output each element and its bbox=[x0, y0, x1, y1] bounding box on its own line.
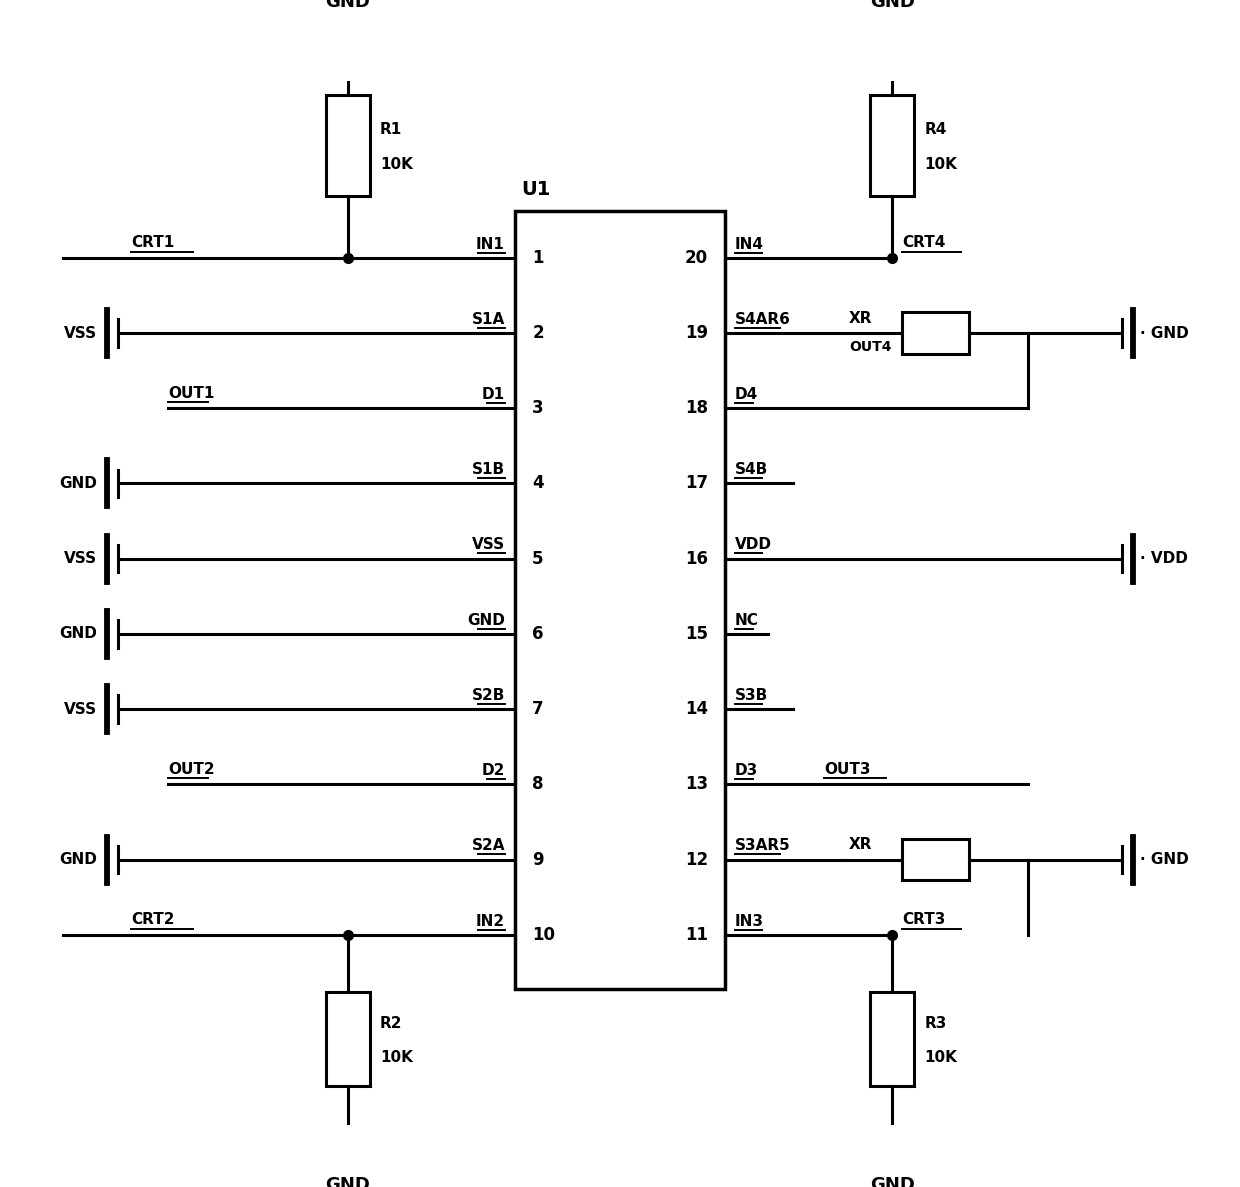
Text: IN4: IN4 bbox=[735, 236, 764, 252]
Text: 7: 7 bbox=[532, 700, 544, 718]
Text: 17: 17 bbox=[684, 475, 708, 493]
Text: 5: 5 bbox=[532, 550, 543, 567]
Bar bbox=[901, 312, 968, 354]
Text: R2: R2 bbox=[379, 1016, 403, 1030]
Text: U1: U1 bbox=[521, 179, 551, 198]
Text: 18: 18 bbox=[684, 399, 708, 418]
Text: 10K: 10K bbox=[379, 157, 413, 172]
Text: S2A: S2A bbox=[471, 838, 505, 853]
Text: CRT3: CRT3 bbox=[901, 913, 945, 927]
Bar bbox=[870, 95, 914, 196]
Text: · GND: · GND bbox=[1140, 325, 1188, 341]
Text: 20: 20 bbox=[684, 249, 708, 267]
Text: 4: 4 bbox=[532, 475, 544, 493]
Text: S3AR5: S3AR5 bbox=[735, 838, 791, 853]
Text: R1: R1 bbox=[379, 122, 402, 138]
Bar bbox=[901, 839, 968, 881]
Text: OUT3: OUT3 bbox=[825, 762, 870, 777]
Text: 19: 19 bbox=[684, 324, 708, 342]
Text: GND: GND bbox=[467, 612, 505, 628]
Text: GND: GND bbox=[325, 0, 371, 11]
Text: GND: GND bbox=[869, 0, 915, 11]
Bar bbox=[515, 211, 725, 989]
Text: 15: 15 bbox=[684, 624, 708, 643]
Text: NC: NC bbox=[735, 612, 759, 628]
Text: D3: D3 bbox=[735, 763, 759, 779]
Text: · GND: · GND bbox=[1140, 852, 1188, 867]
Text: IN3: IN3 bbox=[735, 914, 764, 928]
Text: D2: D2 bbox=[481, 763, 505, 779]
Text: CRT2: CRT2 bbox=[131, 913, 175, 927]
Text: 3: 3 bbox=[532, 399, 544, 418]
Text: VSS: VSS bbox=[471, 538, 505, 552]
Text: CRT1: CRT1 bbox=[131, 235, 175, 250]
Bar bbox=[326, 992, 370, 1086]
Text: IN1: IN1 bbox=[476, 236, 505, 252]
Text: XR: XR bbox=[849, 311, 873, 325]
Text: GND: GND bbox=[869, 1176, 915, 1187]
Text: D4: D4 bbox=[735, 387, 759, 402]
Text: 11: 11 bbox=[684, 926, 708, 944]
Text: 10: 10 bbox=[532, 926, 556, 944]
Text: GND: GND bbox=[58, 852, 97, 867]
Text: VSS: VSS bbox=[63, 325, 97, 341]
Text: D1: D1 bbox=[482, 387, 505, 402]
Text: IN2: IN2 bbox=[476, 914, 505, 928]
Text: 16: 16 bbox=[684, 550, 708, 567]
Text: 13: 13 bbox=[684, 775, 708, 793]
Text: 9: 9 bbox=[532, 851, 544, 869]
Bar bbox=[870, 992, 914, 1086]
Text: 10K: 10K bbox=[924, 157, 957, 172]
Text: CRT4: CRT4 bbox=[901, 235, 945, 250]
Text: · VDD: · VDD bbox=[1140, 551, 1188, 566]
Text: GND: GND bbox=[58, 476, 97, 491]
Bar bbox=[326, 95, 370, 196]
Text: 10K: 10K bbox=[379, 1050, 413, 1066]
Text: OUT2: OUT2 bbox=[169, 762, 215, 777]
Text: GND: GND bbox=[58, 627, 97, 641]
Text: R4: R4 bbox=[924, 122, 946, 138]
Text: S2B: S2B bbox=[471, 687, 505, 703]
Text: R3: R3 bbox=[924, 1016, 946, 1030]
Text: S4B: S4B bbox=[735, 462, 769, 477]
Text: 14: 14 bbox=[684, 700, 708, 718]
Text: 2: 2 bbox=[532, 324, 544, 342]
Text: 1: 1 bbox=[532, 249, 543, 267]
Text: 6: 6 bbox=[532, 624, 543, 643]
Text: S4AR6: S4AR6 bbox=[735, 312, 791, 326]
Text: 8: 8 bbox=[532, 775, 543, 793]
Text: 12: 12 bbox=[684, 851, 708, 869]
Text: S1A: S1A bbox=[471, 312, 505, 326]
Text: VDD: VDD bbox=[735, 538, 773, 552]
Text: VSS: VSS bbox=[63, 551, 97, 566]
Text: S1B: S1B bbox=[471, 462, 505, 477]
Text: GND: GND bbox=[325, 1176, 371, 1187]
Text: XR: XR bbox=[849, 837, 873, 852]
Text: OUT4: OUT4 bbox=[849, 341, 892, 355]
Text: OUT1: OUT1 bbox=[169, 386, 215, 401]
Text: VSS: VSS bbox=[63, 702, 97, 717]
Text: S3B: S3B bbox=[735, 687, 769, 703]
Text: 10K: 10K bbox=[924, 1050, 957, 1066]
